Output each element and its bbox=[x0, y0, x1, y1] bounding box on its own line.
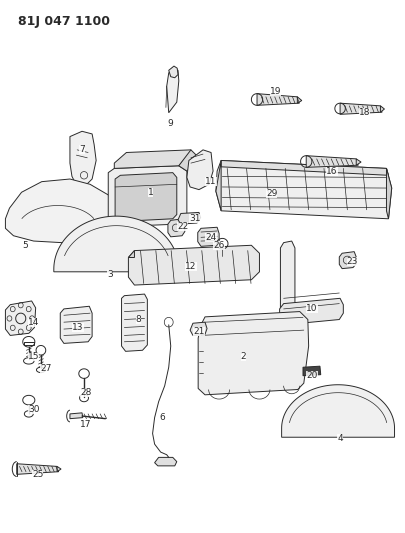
Polygon shape bbox=[305, 156, 357, 167]
Polygon shape bbox=[121, 294, 147, 351]
Polygon shape bbox=[17, 462, 18, 477]
Text: 15: 15 bbox=[28, 352, 39, 361]
Polygon shape bbox=[23, 342, 34, 345]
Text: 21: 21 bbox=[193, 327, 204, 336]
Polygon shape bbox=[355, 159, 360, 165]
Polygon shape bbox=[215, 160, 391, 219]
Text: 29: 29 bbox=[265, 189, 277, 198]
Text: 27: 27 bbox=[40, 364, 51, 373]
Polygon shape bbox=[108, 166, 186, 227]
Text: 12: 12 bbox=[185, 262, 196, 271]
Text: 23: 23 bbox=[345, 257, 357, 265]
Polygon shape bbox=[57, 466, 61, 472]
Polygon shape bbox=[128, 245, 259, 285]
Polygon shape bbox=[281, 385, 394, 437]
Text: 22: 22 bbox=[177, 222, 188, 231]
Polygon shape bbox=[302, 366, 320, 376]
Polygon shape bbox=[198, 312, 308, 395]
Text: 7: 7 bbox=[79, 146, 85, 155]
Text: 20: 20 bbox=[305, 370, 317, 379]
Polygon shape bbox=[115, 173, 176, 221]
Text: 30: 30 bbox=[28, 405, 39, 414]
Text: 3: 3 bbox=[107, 270, 113, 279]
Text: 5: 5 bbox=[23, 241, 28, 250]
Polygon shape bbox=[60, 306, 92, 343]
Polygon shape bbox=[296, 97, 301, 103]
Text: 81J 047 1100: 81J 047 1100 bbox=[17, 14, 109, 28]
Polygon shape bbox=[178, 150, 198, 171]
Text: 31: 31 bbox=[189, 214, 200, 223]
Text: 24: 24 bbox=[205, 233, 216, 242]
Polygon shape bbox=[190, 322, 207, 335]
Polygon shape bbox=[177, 213, 200, 224]
Polygon shape bbox=[339, 252, 355, 269]
Text: 10: 10 bbox=[305, 304, 317, 313]
Text: 26: 26 bbox=[213, 241, 224, 250]
Text: 19: 19 bbox=[269, 87, 281, 96]
Text: 16: 16 bbox=[326, 166, 337, 175]
Text: 2: 2 bbox=[240, 352, 245, 361]
Polygon shape bbox=[154, 457, 176, 466]
Polygon shape bbox=[280, 241, 294, 314]
Polygon shape bbox=[379, 106, 384, 112]
Polygon shape bbox=[114, 150, 190, 168]
Text: 18: 18 bbox=[358, 108, 369, 117]
Polygon shape bbox=[256, 94, 298, 106]
Text: 14: 14 bbox=[28, 318, 39, 327]
Polygon shape bbox=[166, 68, 178, 113]
Text: 25: 25 bbox=[32, 470, 43, 479]
Text: 17: 17 bbox=[80, 420, 92, 429]
Text: 8: 8 bbox=[135, 315, 141, 324]
Polygon shape bbox=[5, 179, 116, 243]
Text: 28: 28 bbox=[80, 387, 92, 397]
Polygon shape bbox=[386, 168, 391, 219]
Polygon shape bbox=[5, 301, 36, 335]
Polygon shape bbox=[221, 160, 388, 175]
Text: 1: 1 bbox=[147, 188, 153, 197]
Polygon shape bbox=[279, 298, 343, 325]
Text: 11: 11 bbox=[205, 177, 216, 186]
Polygon shape bbox=[186, 150, 213, 190]
Polygon shape bbox=[70, 413, 83, 419]
Text: 9: 9 bbox=[167, 119, 173, 128]
Polygon shape bbox=[197, 227, 219, 246]
Polygon shape bbox=[168, 66, 177, 78]
Polygon shape bbox=[17, 464, 58, 474]
Text: 6: 6 bbox=[160, 413, 165, 422]
Text: 13: 13 bbox=[72, 323, 83, 332]
Polygon shape bbox=[215, 160, 221, 211]
Polygon shape bbox=[339, 103, 381, 114]
Polygon shape bbox=[70, 131, 96, 187]
Polygon shape bbox=[128, 251, 134, 257]
Polygon shape bbox=[168, 219, 184, 237]
Polygon shape bbox=[54, 216, 178, 272]
Text: 4: 4 bbox=[337, 434, 342, 443]
